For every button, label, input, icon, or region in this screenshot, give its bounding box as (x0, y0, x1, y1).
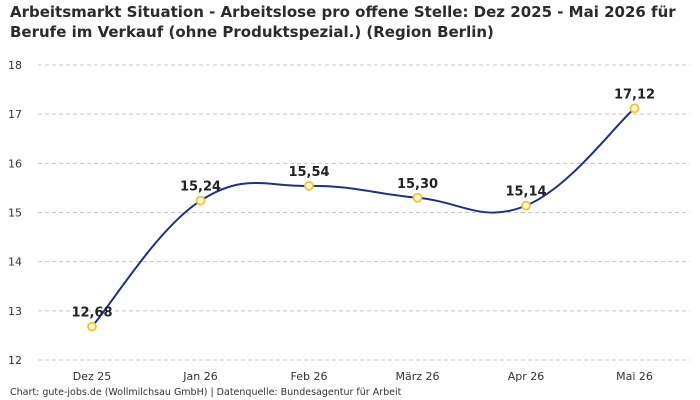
data-point (195, 195, 206, 206)
chart-title: Arbeitsmarkt Situation - Arbeitslose pro… (10, 3, 676, 41)
data-points (87, 103, 640, 332)
series-line-layer (91, 107, 636, 328)
data-label: 17,12 (614, 87, 655, 102)
series-line (91, 107, 636, 328)
data-label: 15,54 (288, 165, 329, 180)
y-axis-ticks: 12 13 14 15 16 17 18 (8, 59, 22, 367)
y-tick-label: 18 (8, 59, 22, 72)
x-tick-label: Dez 25 (73, 370, 112, 383)
data-point (629, 103, 640, 114)
y-tick-label: 17 (8, 108, 22, 121)
y-tick-label: 13 (8, 305, 22, 318)
x-tick-label: Mai 26 (616, 370, 653, 383)
x-tick-label: März 26 (395, 370, 439, 383)
data-label: 15,14 (505, 185, 546, 200)
source-note: Chart: gute-jobs.de (Wollmilchsau GmbH) … (10, 387, 402, 398)
data-label: 15,30 (397, 177, 438, 192)
data-labels: 12,68 15,24 15,54 15,30 15,14 17,12 (71, 87, 655, 320)
data-point (304, 181, 314, 191)
data-point (87, 321, 97, 332)
gridlines (38, 64, 690, 361)
data-label: 12,68 (71, 306, 112, 321)
data-label: 15,24 (180, 180, 221, 195)
data-point (521, 200, 531, 211)
data-point (412, 192, 423, 203)
x-tick-label: Feb 26 (291, 370, 328, 383)
y-tick-label: 12 (8, 354, 22, 367)
y-tick-label: 16 (8, 157, 22, 170)
x-tick-label: Jan 26 (182, 370, 217, 383)
y-tick-label: 15 (8, 207, 22, 220)
x-tick-label: Apr 26 (508, 370, 545, 383)
y-tick-label: 14 (8, 256, 22, 269)
x-axis-ticks: Dez 25 Jan 26 Feb 26 März 26 Apr 26 Mai 26 (73, 370, 653, 383)
